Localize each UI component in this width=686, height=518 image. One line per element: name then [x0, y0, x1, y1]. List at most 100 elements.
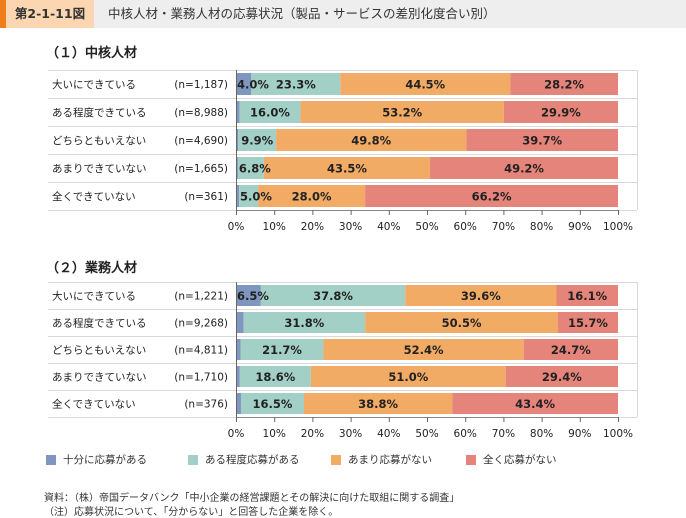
chart-1-data-label: 43.5% — [327, 162, 367, 176]
chart-2-data-label: 43.4% — [515, 397, 555, 411]
chart-1-n-label: (n=8,988) — [174, 107, 228, 119]
chart-1-data-label: 53.2% — [382, 106, 422, 120]
chart-2-bar-segment — [505, 366, 618, 387]
chart-2-data-label: 15.7% — [568, 316, 608, 330]
figure-number: 第2-1-11図 — [6, 0, 94, 28]
chart-1-bar-segment — [239, 185, 259, 207]
chart-2-bar-segment — [236, 285, 261, 306]
chart-2-bar-segment — [310, 366, 506, 387]
chart-1-x-tick-label: 30% — [339, 221, 362, 233]
chart-1-data-label: 5.0% — [240, 190, 272, 204]
chart-2-n-label: (n=1,710) — [174, 372, 228, 384]
chart-1-x-tick-label: 80% — [530, 221, 553, 233]
chart-1-title: （１）中核人材 — [46, 46, 138, 61]
legend-label-2: あまり応募がない — [348, 454, 432, 466]
chart-1-category-label: ある程度できている — [52, 106, 147, 119]
chart-2-bar-segment — [303, 393, 453, 414]
chart-1-data-label: 44.5% — [405, 78, 445, 92]
source-note: 資料：（株）帝国データバンク「中小企業の経営課題とその解決に向けた取組に関する調… — [44, 493, 460, 504]
chart-1-x-tick-label: 0% — [228, 221, 245, 233]
legend-item-1: ある程度応募がある — [188, 452, 300, 467]
footnote: （注）応募状況について、「分からない」と回答した企業を除く。 — [44, 507, 339, 518]
chart-2-bar-segment — [323, 339, 524, 360]
chart-2-category-label: ある程度できている — [52, 317, 147, 330]
chart-2-bar-segment — [452, 393, 618, 414]
chart-1-bar-segment — [340, 73, 511, 95]
chart-2-x-tick-label: 40% — [377, 428, 400, 440]
chart-1-x-tick-label: 70% — [492, 221, 515, 233]
chart-1-category-label: 大いにできている — [52, 78, 136, 91]
chart-2-x-tick-label: 70% — [492, 428, 515, 440]
chart-2-bar-segment — [236, 393, 241, 414]
legend-label-3: 全く応募がない — [483, 454, 557, 466]
legend-item-0: 十分に応募がある — [46, 452, 147, 467]
chart-1-category-label: どちらともいえない — [52, 135, 146, 147]
chart-1-bar-segment — [263, 157, 431, 179]
legend-label-1: ある程度応募がある — [205, 454, 300, 466]
chart-1-bar-segment — [258, 185, 366, 207]
chart-2-x-tick-label: 10% — [263, 428, 286, 440]
chart-1-data-label: 28.0% — [292, 190, 332, 204]
chart-1-data-label: 29.9% — [541, 106, 581, 120]
chart-2-category-label: どちらともいえない — [52, 345, 146, 357]
chart-2-category-label: 大いにできている — [52, 290, 136, 303]
chart-1-data-label: 23.3% — [276, 78, 316, 92]
legend-label-0: 十分に応募がある — [63, 454, 147, 466]
legend-item-2: あまり応募がない — [331, 452, 432, 467]
chart-2-x-tick-label: 60% — [454, 428, 477, 440]
chart-1-n-label: (n=1,187) — [174, 79, 228, 91]
chart-1-data-label: 6.8% — [239, 162, 271, 176]
chart-1-bar-segment — [503, 101, 618, 123]
chart-2-bar-segment — [365, 312, 559, 333]
chart-2-x-tick-label: 20% — [301, 428, 324, 440]
chart-2-data-label: 38.8% — [358, 397, 398, 411]
chart-1-data-label: 66.2% — [472, 190, 512, 204]
chart-2-data-label: 6.5% — [237, 289, 269, 303]
chart-1-data-label: 49.8% — [351, 134, 391, 148]
chart-2-x-tick-label: 100% — [603, 428, 633, 440]
chart-2-data-label: 37.8% — [313, 289, 353, 303]
chart-2-x-tick-label: 30% — [339, 428, 362, 440]
chart-1-bar-segment — [466, 129, 618, 151]
chart-2-title: （２）業務人材 — [46, 261, 138, 276]
chart-2-data-label: 18.6% — [255, 370, 295, 384]
chart-1-x-tick-label: 90% — [568, 221, 591, 233]
chart-1-bar-segment — [430, 157, 618, 179]
chart-2-bar-segment — [236, 339, 241, 360]
chart-2-category-label: あまりできていない — [52, 372, 147, 384]
chart-1-data-label: 16.0% — [250, 106, 290, 120]
chart-2-data-label: 39.6% — [461, 289, 501, 303]
chart-2-bar-segment — [558, 312, 618, 333]
chart-1-n-label: (n=4,690) — [174, 135, 228, 147]
chart-2-data-label: 16.5% — [253, 397, 293, 411]
chart-1-x-tick-label: 40% — [377, 221, 400, 233]
chart-2-bar-segment — [260, 285, 406, 306]
chart-2-x-tick-label: 80% — [530, 428, 553, 440]
legend-swatch-3 — [466, 454, 476, 465]
chart-2-category-label: 全くできていない — [52, 398, 136, 411]
chart-1-data-label: 9.9% — [241, 134, 273, 148]
chart-1-x-tick-label: 100% — [603, 221, 633, 233]
chart-1-data-label: 4.0% — [237, 78, 269, 92]
chart-1-bar-segment — [237, 157, 264, 179]
chart-2-bar-segment — [239, 366, 311, 387]
chart-2-n-label: (n=376) — [184, 399, 228, 411]
chart-2-bar-segment — [240, 339, 324, 360]
chart-1-bar-segment — [365, 185, 618, 207]
chart-1-bar-segment — [236, 129, 239, 151]
chart-2-data-label: 21.7% — [262, 343, 302, 357]
chart-1-x-tick-label: 10% — [263, 221, 286, 233]
chart-1-n-label: (n=361) — [184, 191, 228, 203]
chart-2-bar-segment — [236, 312, 244, 333]
chart-1-bar-segment — [510, 73, 618, 95]
chart-2-bar-segment — [240, 393, 304, 414]
chart-1-data-label: 39.7% — [522, 134, 562, 148]
chart-1-data-label: 28.2% — [544, 78, 584, 92]
chart-2-x-tick-label: 50% — [415, 428, 438, 440]
chart-1-bar-segment — [239, 101, 301, 123]
chart-1-bar-segment — [238, 129, 277, 151]
chart-2-data-label: 16.1% — [567, 289, 607, 303]
chart-1-bar-segment — [276, 129, 467, 151]
legend-swatch-1 — [188, 454, 198, 465]
figure-header: 第2-1-11図 中核人材・業務人材の応募状況（製品・サービスの差別化度合い別） — [0, 0, 686, 28]
